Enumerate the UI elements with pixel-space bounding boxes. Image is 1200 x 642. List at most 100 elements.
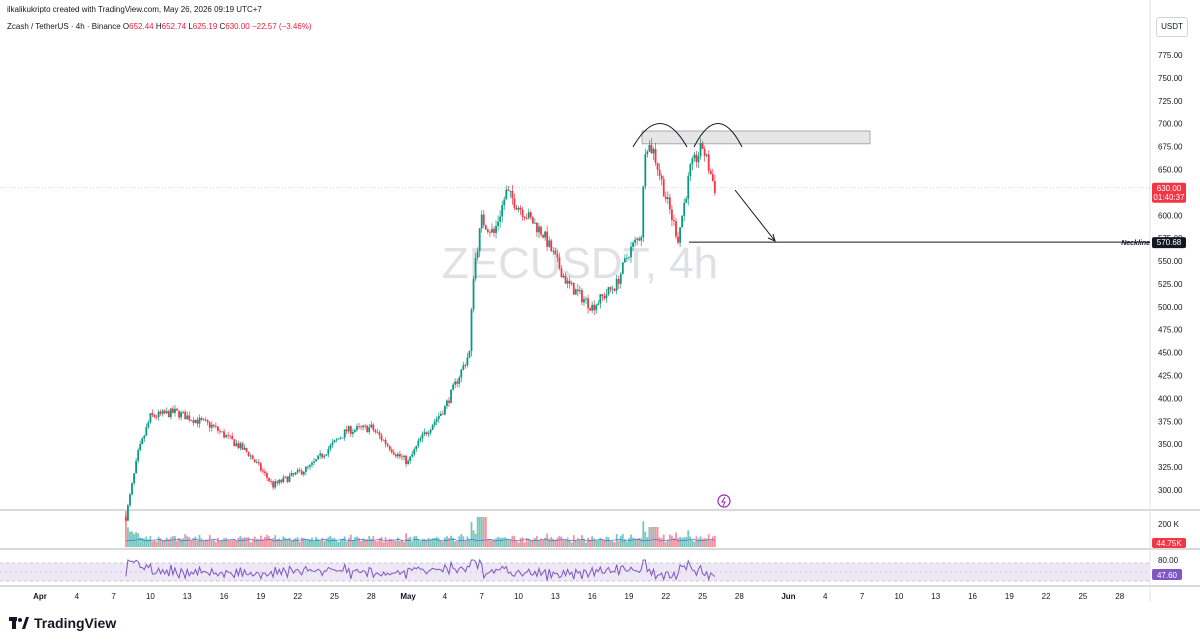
volume-bar	[466, 536, 469, 547]
volume-bar	[546, 533, 549, 547]
volume-bar	[658, 537, 661, 547]
volume-bar	[560, 536, 563, 547]
double-top-arc-left	[632, 123, 688, 148]
candle-body	[511, 190, 514, 199]
candle-body	[262, 470, 264, 472]
time-tick-label: 28	[1115, 592, 1124, 601]
volume-bar	[431, 538, 434, 547]
volume-bar	[583, 539, 585, 547]
tradingview-logo[interactable]: TradingView	[9, 615, 116, 631]
candle-body	[713, 180, 716, 193]
volume-bar	[221, 540, 223, 547]
volume-bar	[437, 538, 440, 547]
volume-bar	[503, 537, 506, 547]
close-value: 630.00	[225, 22, 250, 31]
volume-bar	[574, 540, 577, 547]
volume-bar	[358, 538, 360, 547]
volume-bar	[321, 537, 324, 547]
candle-body	[470, 309, 473, 351]
candle-body	[423, 432, 426, 434]
candlestick-series	[124, 137, 716, 522]
time-axis[interactable]: Apr 4 7 10 13 16 19 22 25 28 May 4 7 10 13 16 19 22 25 28 Ju…	[33, 592, 1125, 601]
volume-bar	[452, 537, 454, 547]
candle-body	[642, 186, 645, 238]
volume-bar	[366, 539, 369, 547]
volume-bar	[409, 536, 412, 547]
volume-bar	[470, 521, 473, 547]
candle-body	[668, 197, 671, 210]
last-price-value: 630.00	[1157, 184, 1182, 193]
volume-bar	[241, 537, 244, 547]
volume-bar	[429, 539, 432, 547]
time-tick-label: 22	[661, 592, 670, 601]
volume-bar	[570, 542, 573, 547]
time-tick-label: 28	[735, 592, 744, 601]
candle-body	[427, 432, 430, 435]
volume-bar	[415, 535, 418, 547]
candle-body	[634, 239, 636, 243]
candle-body	[544, 231, 547, 238]
candle-body	[208, 422, 211, 428]
price-axis[interactable]: 775.00750.00725.00700.00675.00650.00625.…	[1158, 51, 1183, 495]
volume-bar	[167, 539, 170, 547]
candle-body	[329, 445, 332, 450]
volume-bar	[225, 537, 227, 547]
candle-body	[462, 365, 465, 370]
candle-body	[368, 427, 371, 433]
volume-bar	[493, 539, 495, 547]
neckline-price-value: 570.68	[1157, 238, 1182, 247]
candle-body	[210, 424, 213, 428]
open-label: O	[122, 22, 130, 31]
price-tick-label: 775.00	[1158, 51, 1183, 60]
volume-bar	[489, 539, 491, 547]
volume-bar	[272, 538, 275, 547]
volume-bar	[172, 535, 174, 547]
volume-bar	[605, 536, 608, 547]
candle-body	[513, 198, 516, 208]
volume-bar	[239, 536, 242, 547]
candle-body	[441, 413, 444, 415]
volume-bar	[151, 541, 154, 547]
close-label: C	[219, 22, 226, 31]
volume-bar	[417, 538, 420, 547]
volume-bar	[644, 531, 647, 547]
volume-bar	[552, 538, 555, 547]
candle-body	[149, 413, 152, 423]
event-lightning-icon[interactable]	[717, 494, 731, 508]
volume-bar	[217, 537, 219, 547]
candle-body	[292, 473, 295, 475]
currency-button[interactable]: USDT	[1156, 17, 1188, 37]
volume-bar	[650, 527, 653, 547]
candle-body	[568, 280, 571, 284]
rsi-scale-top: 80.00	[1158, 556, 1179, 565]
volume-bar	[145, 536, 148, 547]
candle-body	[178, 410, 180, 418]
volume-bar	[564, 539, 567, 547]
volume-bar	[601, 539, 604, 547]
volume-bar	[550, 536, 553, 547]
candle-body	[666, 197, 669, 200]
candle-body	[169, 408, 172, 418]
candle-body	[409, 456, 412, 461]
candle-body	[662, 179, 665, 197]
candle-body	[376, 431, 379, 433]
volume-bar	[419, 541, 422, 547]
candle-body	[384, 439, 387, 445]
volume-bar	[689, 536, 692, 547]
candle-body	[533, 222, 536, 224]
volume-bar	[286, 539, 289, 547]
candle-body	[198, 418, 201, 424]
volume-bar	[695, 536, 698, 547]
symbol-title[interactable]: Zcash / TetherUS · 4h · Binance	[7, 22, 121, 31]
candle-body	[174, 408, 176, 413]
candle-body	[693, 154, 696, 159]
volume-bar	[351, 540, 354, 547]
candle-body	[145, 427, 148, 436]
candle-body	[163, 410, 166, 414]
volume-bar	[501, 538, 504, 547]
candle-body	[448, 400, 450, 403]
candle-body	[366, 425, 369, 433]
candle-body	[139, 443, 142, 451]
candle-body	[460, 369, 463, 378]
